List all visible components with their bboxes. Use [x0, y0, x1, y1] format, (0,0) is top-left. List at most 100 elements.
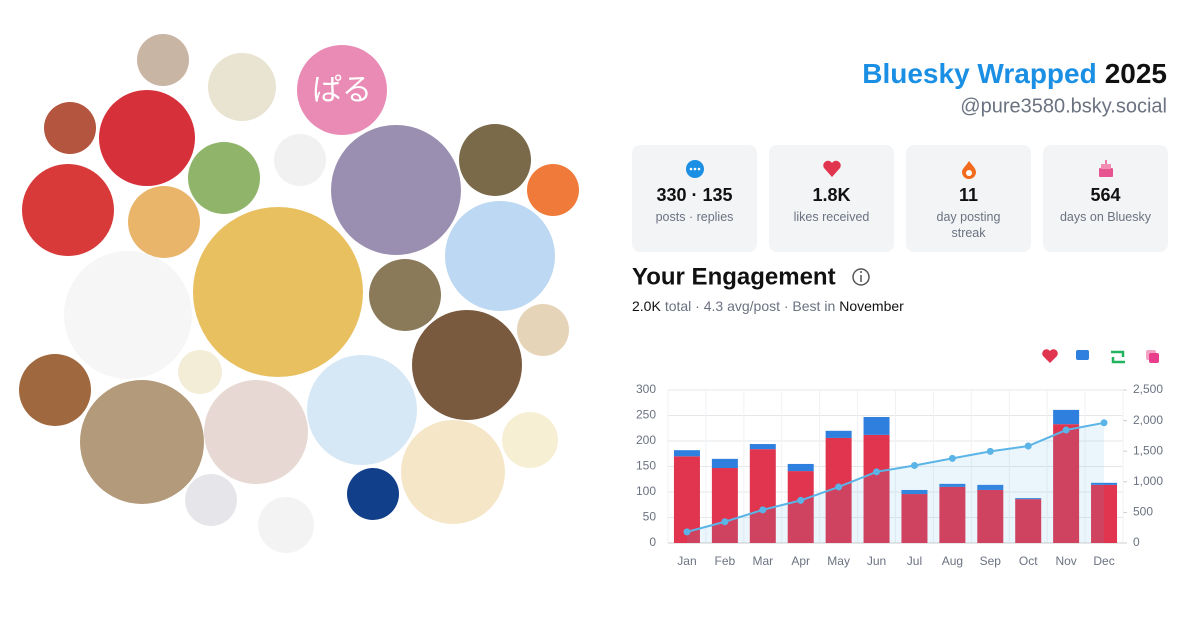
bar-segment: [1053, 424, 1080, 543]
avatar: [19, 354, 91, 426]
y-tick-label: 250: [636, 408, 656, 422]
bar-segment: [1091, 484, 1118, 543]
handle: @pure3580.bsky.social: [960, 95, 1167, 117]
avatar: [193, 207, 363, 377]
avatar: [412, 310, 522, 420]
bar-segment: [711, 468, 738, 543]
stat-label: likes received: [793, 210, 870, 224]
x-tick-label: May: [827, 554, 850, 568]
stat-card: 330 · 135 posts · replies: [632, 145, 757, 252]
page-title: Bluesky Wrapped 2025: [862, 58, 1167, 89]
y-tick-label: 0: [649, 535, 656, 549]
x-tick-label: Oct: [1019, 554, 1038, 568]
bar-segment: [1015, 499, 1042, 543]
y-tick-label: 200: [636, 433, 656, 447]
line-point: [721, 518, 729, 526]
avatar-collage: ぱる: [19, 34, 579, 553]
avatar: [188, 142, 260, 214]
line-area: [686, 422, 1105, 543]
line-point: [948, 454, 956, 462]
avatar: [369, 259, 441, 331]
avatar: [22, 164, 114, 256]
bar-segment: [901, 494, 928, 543]
legend-icon-likes[interactable]: [1042, 349, 1058, 363]
avatar: [502, 412, 558, 468]
avatar: [459, 124, 531, 196]
bar-segment: [939, 486, 966, 543]
bar-segment: [939, 483, 966, 487]
y-tick-label: 100: [636, 484, 656, 498]
x-tick-label: Mar: [752, 554, 773, 568]
x-tick-label: Jan: [677, 554, 696, 568]
legend-icon-reposts[interactable]: [1111, 350, 1125, 364]
bar-segment: [1015, 498, 1042, 500]
engagement-summary: 2.0K total · 4.3 avg/post · Best in Novemb…: [632, 298, 904, 314]
legend-icon-replies[interactable]: [1076, 350, 1089, 360]
avatar: [445, 201, 555, 311]
x-tick-label: Jun: [867, 554, 886, 568]
icon: [1098, 160, 1113, 177]
title-year: 2025: [1105, 58, 1167, 89]
line-point: [835, 483, 843, 491]
avatar: [331, 125, 461, 255]
bar-segment: [787, 463, 814, 472]
y2-tick-label: 2,000: [1133, 413, 1163, 427]
icon: [822, 160, 841, 177]
bar-segment: [711, 458, 738, 469]
x-tick-label: Apr: [791, 554, 810, 568]
y-tick-label: 300: [636, 382, 656, 396]
summary-middle: total · 4.3 avg/post · Best in: [665, 298, 835, 314]
y-tick-label: 50: [643, 510, 657, 524]
bar-segment: [1053, 409, 1080, 425]
stat-label: posts · replies: [655, 210, 734, 224]
avatar: [307, 355, 417, 465]
avatar: [347, 468, 399, 520]
avatar: [297, 45, 387, 135]
x-tick-label: Sep: [980, 554, 1002, 568]
x-tick-label: Dec: [1093, 554, 1114, 568]
bar-segment: [673, 450, 700, 457]
line-point: [1062, 426, 1070, 434]
avatar: [527, 164, 579, 216]
icon: [961, 161, 976, 179]
avatar: [44, 102, 96, 154]
avatar: [258, 497, 314, 553]
stat-value: 1.8K: [812, 185, 851, 205]
legend-icons[interactable]: [1042, 349, 1159, 364]
line-point: [759, 506, 767, 514]
summary-best: November: [839, 298, 904, 314]
info-icon[interactable]: [852, 268, 870, 286]
avatar: [137, 34, 189, 86]
bar-segment: [1091, 482, 1118, 485]
line-point: [683, 528, 691, 536]
avatar: [128, 186, 200, 258]
avatar: [401, 420, 505, 524]
legend-icon-quotes[interactable]: [1149, 353, 1159, 363]
line-point: [986, 447, 994, 455]
stat-value: 11: [958, 185, 979, 205]
x-tick-label: Jul: [907, 554, 922, 568]
badge-text: ぱる: [312, 74, 372, 107]
stat-value: 564: [1090, 185, 1121, 205]
bar-segment: [863, 417, 890, 435]
avatar: [99, 90, 195, 186]
stat-label: days on Bluesky: [1059, 210, 1152, 224]
bar-segment: [901, 489, 928, 495]
bar-segment: [863, 434, 890, 543]
line: [686, 421, 1105, 533]
stat-card: 564 days on Bluesky: [1043, 145, 1168, 252]
avatar: [178, 350, 222, 394]
line-point: [1100, 419, 1108, 427]
y2-tick-label: 500: [1133, 505, 1153, 519]
stat-label: day posting streak: [936, 210, 1001, 240]
line-point: [797, 496, 805, 504]
x-tick-label: Aug: [942, 554, 963, 568]
bar-segment: [825, 430, 852, 438]
bar-segment: [977, 484, 1004, 490]
y2-tick-label: 0: [1133, 535, 1140, 549]
avatar: [208, 53, 276, 121]
avatar: [185, 474, 237, 526]
y2-tick-label: 1,500: [1133, 443, 1163, 457]
